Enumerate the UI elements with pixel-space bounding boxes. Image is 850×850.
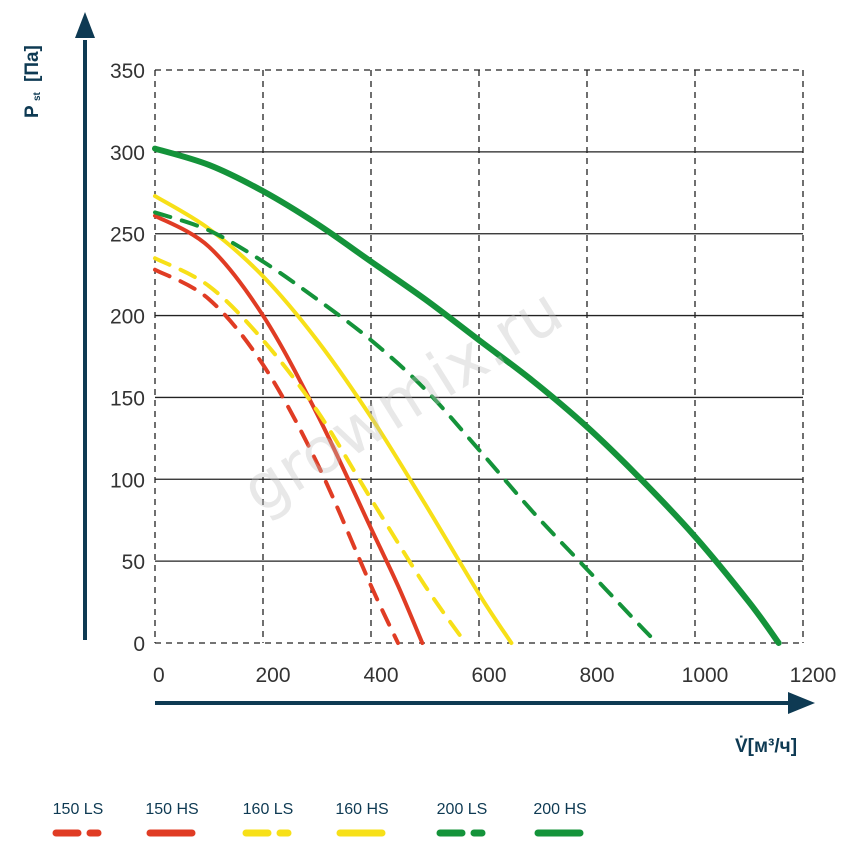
legend-item: 150 LS — [52, 801, 104, 837]
legend-label: 160 LS — [243, 801, 294, 818]
legend-label: 150 LS — [53, 801, 104, 818]
x-tick-label: 600 — [471, 664, 506, 687]
legend: 150 LS 150 HS 160 LS 160 HS 200 LS 200 HS — [52, 801, 587, 837]
x-tick-label: 1000 — [682, 664, 729, 687]
series-line-200-ls — [153, 210, 660, 645]
y-axis-title-sub: st — [32, 91, 43, 101]
x-tick-label: 800 — [579, 664, 614, 687]
y-axis-title: P st [Па] — [22, 45, 43, 118]
legend-item: 200 HS — [533, 801, 587, 837]
legend-item: 200 LS — [436, 801, 488, 837]
series-line-160-hs — [153, 194, 514, 645]
y-axis-arrowhead — [75, 12, 95, 38]
legend-label: 200 HS — [533, 801, 586, 818]
x-tick-label: 400 — [363, 664, 398, 687]
x-tick-label: 1200 — [790, 664, 837, 687]
watermark-text: growmix.ru — [229, 274, 575, 529]
series-line-160-ls — [153, 256, 468, 645]
y-tick-label: 250 — [110, 224, 145, 247]
y-axis-title-main: P — [22, 105, 43, 118]
legend-label: 150 HS — [145, 801, 198, 818]
series-line-200-hs — [152, 145, 782, 646]
y-tick-label: 150 — [110, 387, 145, 410]
legend-label: 200 LS — [437, 801, 488, 818]
y-tick-label: 100 — [110, 469, 145, 492]
legend-item: 160 HS — [335, 801, 389, 837]
x-axis-title: V̇[м³/ч] — [735, 735, 797, 757]
legend-item: 150 HS — [145, 801, 199, 837]
y-tick-label: 350 — [110, 60, 145, 83]
y-tick-label: 300 — [110, 142, 145, 165]
legend-label: 160 HS — [335, 801, 388, 818]
legend-item: 160 LS — [242, 801, 294, 837]
x-tick-label: 0 — [153, 664, 165, 687]
y-axis-title-unit: [Па] — [22, 45, 43, 82]
x-tick-label: 200 — [255, 664, 290, 687]
x-axis-arrowhead — [788, 692, 815, 714]
tick-labels: 0 50 100 150 200 250 300 350 0 200 400 600 800 1000 12… — [110, 60, 836, 687]
axes — [75, 12, 815, 714]
y-tick-label: 50 — [122, 551, 145, 574]
y-tick-label: 200 — [110, 306, 145, 329]
y-tick-label: 0 — [133, 633, 145, 656]
series-line-150-ls — [153, 267, 400, 645]
curves — [152, 145, 782, 646]
grid — [154, 69, 804, 644]
